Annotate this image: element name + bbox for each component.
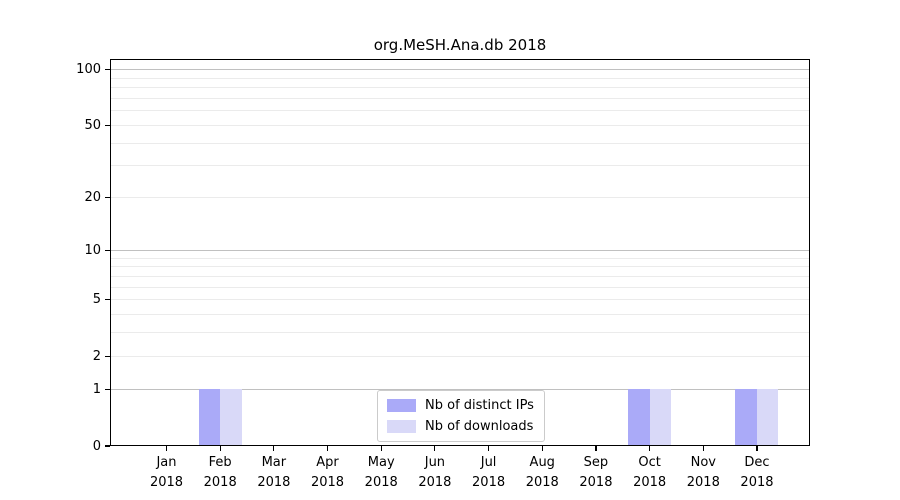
bar-downloads bbox=[649, 389, 672, 446]
x-tick-month: Mar bbox=[261, 455, 287, 470]
gridline-minor bbox=[110, 266, 810, 268]
x-tick-label: Jul 2018 bbox=[457, 453, 521, 492]
x-tick-label: Feb 2018 bbox=[188, 453, 252, 492]
bar-distinct-ips bbox=[198, 389, 221, 446]
x-tick-label: Dec 2018 bbox=[725, 453, 789, 492]
bar-downloads bbox=[756, 389, 779, 446]
y-tick bbox=[105, 445, 110, 447]
x-tick-label: Sep 2018 bbox=[564, 453, 628, 492]
gridline-minor bbox=[110, 142, 810, 144]
x-tick-label: Nov 2018 bbox=[671, 453, 735, 492]
gridline-minor bbox=[110, 314, 810, 316]
x-tick-month: Aug bbox=[529, 455, 555, 470]
y-tick-label: 100 bbox=[76, 62, 101, 78]
gridline-major bbox=[110, 249, 810, 251]
gridline-minor bbox=[110, 87, 810, 89]
x-tick-month: Sep bbox=[583, 455, 609, 470]
x-tick-year: 2018 bbox=[257, 474, 291, 490]
gridline-minor bbox=[110, 165, 810, 167]
x-tick-month: Oct bbox=[638, 455, 661, 470]
gridline-minor bbox=[110, 275, 810, 277]
x-tick-year: 2018 bbox=[418, 474, 452, 490]
x-tick bbox=[380, 446, 382, 451]
gridline-minor bbox=[110, 124, 810, 126]
y-tick-label: 5 bbox=[92, 292, 101, 308]
gridline-minor bbox=[110, 286, 810, 288]
x-tick bbox=[595, 446, 597, 451]
x-tick-month: Jan bbox=[156, 455, 177, 470]
x-tick-label: May 2018 bbox=[349, 453, 413, 492]
x-tick-label: Mar 2018 bbox=[242, 453, 306, 492]
x-tick bbox=[219, 446, 221, 451]
x-tick-month: May bbox=[367, 455, 395, 470]
y-tick bbox=[105, 68, 110, 71]
x-tick-month: Jun bbox=[424, 455, 446, 470]
x-tick-label: Aug 2018 bbox=[510, 453, 574, 492]
x-tick-year: 2018 bbox=[364, 474, 398, 490]
y-tick bbox=[105, 388, 110, 391]
x-tick-year: 2018 bbox=[472, 474, 506, 490]
x-tick bbox=[702, 446, 704, 451]
bar-downloads bbox=[220, 389, 242, 446]
x-tick-month: Jul bbox=[480, 455, 497, 470]
x-tick bbox=[649, 446, 651, 451]
bar-distinct-ips bbox=[628, 389, 650, 446]
bar-distinct-ips bbox=[735, 389, 757, 446]
gridline-major bbox=[110, 69, 810, 71]
x-tick-year: 2018 bbox=[525, 474, 559, 490]
gridline-minor bbox=[110, 257, 810, 259]
y-tick bbox=[105, 249, 110, 251]
x-tick-month: Apr bbox=[316, 455, 339, 470]
x-tick-label: Jan 2018 bbox=[135, 453, 199, 492]
gridline-minor bbox=[110, 355, 810, 357]
chart-title: org.MeSH.Ana.db 2018 bbox=[373, 36, 547, 54]
x-tick-month: Feb bbox=[208, 455, 232, 470]
y-tick-label: 2 bbox=[92, 348, 101, 364]
legend-swatch-downloads bbox=[387, 420, 416, 433]
y-tick-label: 10 bbox=[84, 242, 101, 258]
x-tick-year: 2018 bbox=[686, 474, 720, 490]
y-tick bbox=[105, 299, 110, 301]
legend-item-downloads: Nb of downloads bbox=[387, 419, 534, 434]
gridline-minor bbox=[110, 299, 810, 301]
x-tick bbox=[541, 446, 543, 451]
legend-label-downloads: Nb of downloads bbox=[425, 419, 534, 434]
gridline-minor bbox=[110, 110, 810, 112]
plot-frame bbox=[110, 59, 810, 446]
x-tick-year: 2018 bbox=[203, 474, 237, 490]
y-tick bbox=[105, 124, 110, 126]
gridline-minor bbox=[110, 77, 810, 79]
y-tick-label: 0 bbox=[92, 438, 101, 454]
x-tick-year: 2018 bbox=[310, 474, 345, 490]
x-tick-month: Dec bbox=[744, 455, 770, 470]
x-tick-label: Oct 2018 bbox=[618, 453, 682, 492]
y-tick-label: 1 bbox=[92, 381, 101, 397]
legend: Nb of distinct IPs Nb of downloads bbox=[377, 390, 545, 442]
legend-label-distinct-ips: Nb of distinct IPs bbox=[425, 398, 534, 413]
legend-item-distinct-ips: Nb of distinct IPs bbox=[387, 398, 534, 413]
x-tick-year: 2018 bbox=[740, 474, 774, 490]
gridline-minor bbox=[110, 197, 810, 199]
x-tick bbox=[756, 446, 758, 451]
y-tick-label: 20 bbox=[84, 190, 101, 206]
x-tick-label: Jun 2018 bbox=[403, 453, 467, 492]
gridline-minor bbox=[110, 97, 810, 99]
gridline-minor bbox=[110, 332, 810, 334]
x-tick-year: 2018 bbox=[149, 474, 184, 490]
x-tick-month: Nov bbox=[690, 455, 716, 470]
x-tick-label: Apr 2018 bbox=[296, 453, 360, 492]
gridline-major bbox=[110, 388, 810, 390]
y-tick bbox=[105, 197, 110, 199]
x-tick bbox=[326, 446, 329, 451]
x-tick-year: 2018 bbox=[579, 474, 613, 490]
x-tick bbox=[273, 446, 275, 451]
x-tick bbox=[487, 446, 490, 451]
x-tick bbox=[165, 446, 168, 451]
y-tick bbox=[105, 355, 110, 357]
x-tick-year: 2018 bbox=[633, 474, 667, 490]
legend-swatch-distinct-ips bbox=[387, 399, 416, 412]
y-tick-label: 50 bbox=[84, 117, 101, 133]
x-tick bbox=[434, 446, 436, 451]
